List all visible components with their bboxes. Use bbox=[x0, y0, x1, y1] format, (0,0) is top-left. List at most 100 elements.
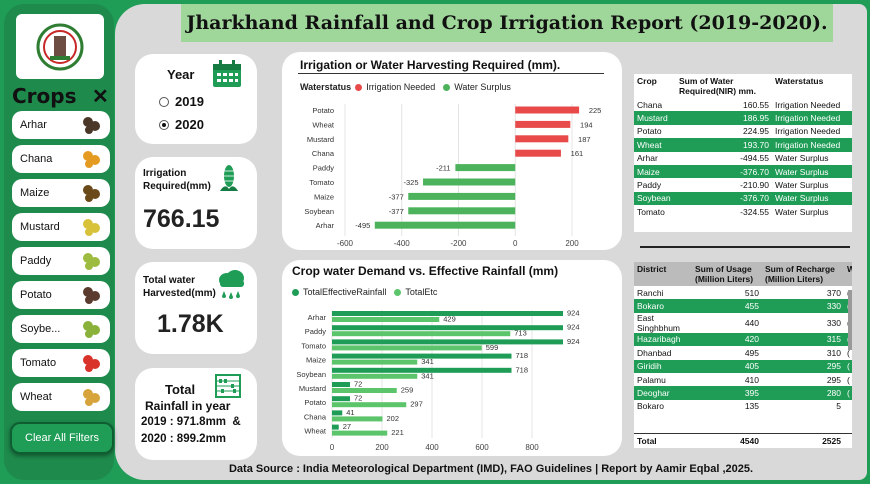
bar-potato-rainfall[interactable] bbox=[332, 396, 350, 402]
crop-item-maize[interactable]: Maize bbox=[12, 179, 110, 207]
table-row[interactable]: Maize -376.70 Water Surplus bbox=[634, 164, 852, 179]
table-row[interactable]: Bokaro 135 5 bbox=[634, 400, 852, 413]
table-row[interactable]: Wheat 193.70 Irrigation Needed bbox=[634, 138, 852, 152]
bar-wheat-rainfall[interactable] bbox=[332, 424, 339, 430]
year-option-2019[interactable]: 2019 bbox=[159, 94, 204, 109]
bar-wheat[interactable] bbox=[515, 120, 571, 128]
table-row[interactable]: Arhar -494.55 Water Surplus bbox=[634, 152, 852, 165]
bar-arhar-etc[interactable] bbox=[332, 317, 440, 322]
category-label: Arhar bbox=[308, 313, 327, 322]
bar-chana-rainfall[interactable] bbox=[332, 410, 343, 416]
district-table-header: District Sum of Usage (Million Liters) S… bbox=[634, 262, 852, 286]
bar-mustard-rainfall[interactable] bbox=[332, 382, 350, 387]
water-demand-chart-card: Crop water Demand vs. Effective Rainfall… bbox=[282, 260, 622, 456]
col-water-required[interactable]: Sum of Water Required(NIR) mm. bbox=[679, 76, 756, 96]
bar-mustard-etc[interactable] bbox=[332, 388, 397, 393]
table-row[interactable]: Mustard 186.95 Irrigation Needed bbox=[634, 111, 852, 125]
table-cell: Mustard bbox=[634, 111, 676, 125]
data-label: 72 bbox=[354, 394, 362, 403]
table-row[interactable]: Dhanbad 495 310 ( bbox=[634, 346, 852, 359]
data-label: 297 bbox=[410, 400, 423, 409]
bar-soybean-etc[interactable] bbox=[332, 373, 418, 379]
crop-item-wheat[interactable]: Wheat bbox=[12, 383, 110, 411]
crop-item-mustard[interactable]: Mustard bbox=[12, 213, 110, 241]
close-icon[interactable]: ✕ bbox=[92, 86, 109, 108]
table-row[interactable]: Deoghar 395 280( bbox=[634, 386, 852, 400]
crop-item-tomato[interactable]: Tomato bbox=[12, 349, 110, 377]
legend-title: Waterstatus bbox=[300, 82, 352, 92]
clear-all-filters-button[interactable]: Clear All Filters bbox=[10, 422, 114, 454]
bar-chana-etc[interactable] bbox=[332, 416, 383, 422]
table-row[interactable]: Potato 224.95 Irrigation Needed bbox=[634, 125, 852, 138]
table-cell: 193.70 bbox=[676, 138, 772, 152]
bar-potato-etc[interactable] bbox=[332, 402, 407, 408]
table-divider bbox=[640, 246, 850, 248]
table-cell: Deoghar bbox=[634, 386, 692, 400]
radio-2020[interactable] bbox=[159, 119, 169, 130]
data-label: 225 bbox=[589, 106, 602, 115]
table-row[interactable]: Giridih 405 295( bbox=[634, 359, 852, 373]
col-waterstatus[interactable]: Waterstatus bbox=[775, 76, 824, 86]
table-cell: 370 bbox=[826, 287, 841, 298]
crop-item-arhar[interactable]: Arhar bbox=[12, 111, 110, 139]
district-table-scrollbar[interactable] bbox=[848, 290, 852, 350]
table-cell: 5 bbox=[836, 401, 841, 412]
col-crop[interactable]: Crop bbox=[637, 76, 657, 86]
bar-soybean[interactable] bbox=[408, 207, 516, 215]
crop-item-potato[interactable]: Potato bbox=[12, 281, 110, 309]
table-row[interactable]: Soybean -376.70 Water Surplus bbox=[634, 191, 852, 206]
x-tick-label: 0 bbox=[513, 239, 518, 248]
calendar-icon bbox=[213, 60, 241, 87]
bar-paddy-etc[interactable] bbox=[332, 331, 511, 337]
x-tick-label: 200 bbox=[375, 443, 389, 452]
data-label: 187 bbox=[578, 135, 591, 144]
bar-potato[interactable] bbox=[515, 106, 580, 114]
table-cell: 405 bbox=[692, 359, 762, 373]
table-cell: 315 bbox=[762, 332, 844, 347]
category-label: Potato bbox=[304, 398, 326, 407]
crop-label: Wheat bbox=[20, 391, 52, 403]
bar-arhar-rainfall[interactable] bbox=[332, 311, 563, 316]
data-label: 72 bbox=[354, 380, 362, 389]
crop-item-paddy[interactable]: Paddy bbox=[12, 247, 110, 275]
data-label: 599 bbox=[486, 343, 499, 352]
bar-paddy[interactable] bbox=[455, 164, 516, 172]
mustard-icon bbox=[80, 216, 102, 238]
bar-mustard[interactable] bbox=[515, 135, 569, 143]
crops-heading: Crops bbox=[12, 84, 77, 108]
crop-item-soybean[interactable]: Soybe... bbox=[12, 315, 110, 343]
table-cell: East Singhbhum bbox=[637, 312, 681, 333]
bar-maize-rainfall[interactable] bbox=[332, 353, 512, 359]
col-district[interactable]: District bbox=[637, 264, 667, 274]
col-w[interactable]: W bbox=[847, 264, 852, 274]
bar-soybean-rainfall[interactable] bbox=[332, 367, 512, 373]
bar-wheat-etc[interactable] bbox=[332, 430, 388, 436]
bar-tomato-etc[interactable] bbox=[332, 345, 482, 351]
bar-maize-etc[interactable] bbox=[332, 359, 418, 365]
table-cell: Wheat bbox=[634, 138, 676, 152]
table-row[interactable]: Paddy -210.90 Water Surplus bbox=[634, 178, 852, 191]
col-usage[interactable]: Sum of Usage (Million Liters) bbox=[695, 264, 754, 284]
year-option-2020[interactable]: 2020 bbox=[159, 117, 204, 132]
x-tick-label: 400 bbox=[425, 443, 439, 452]
table-row[interactable]: Palamu 410 295 ( bbox=[634, 373, 852, 386]
bar-chana[interactable] bbox=[515, 149, 561, 157]
bar-maize[interactable] bbox=[408, 192, 516, 200]
bar-tomato-rainfall[interactable] bbox=[332, 339, 563, 345]
table-cell: Tomato bbox=[637, 206, 665, 217]
table-row[interactable]: Chana 160.55 Irrigation Needed bbox=[634, 98, 852, 111]
col-recharge[interactable]: Sum of Recharge (Million Liters) bbox=[765, 264, 835, 284]
radio-2019[interactable] bbox=[159, 96, 169, 107]
bar-tomato[interactable] bbox=[423, 178, 516, 186]
crop-item-chana[interactable]: Chana bbox=[12, 145, 110, 173]
table-cell: ( bbox=[847, 374, 850, 385]
bar-arhar[interactable] bbox=[374, 221, 516, 229]
table-row[interactable]: Tomato -324.55 Water Surplus bbox=[634, 205, 852, 218]
category-label: Potato bbox=[312, 106, 334, 115]
bar-paddy-rainfall[interactable] bbox=[332, 325, 563, 331]
data-label: 27 bbox=[343, 422, 351, 431]
